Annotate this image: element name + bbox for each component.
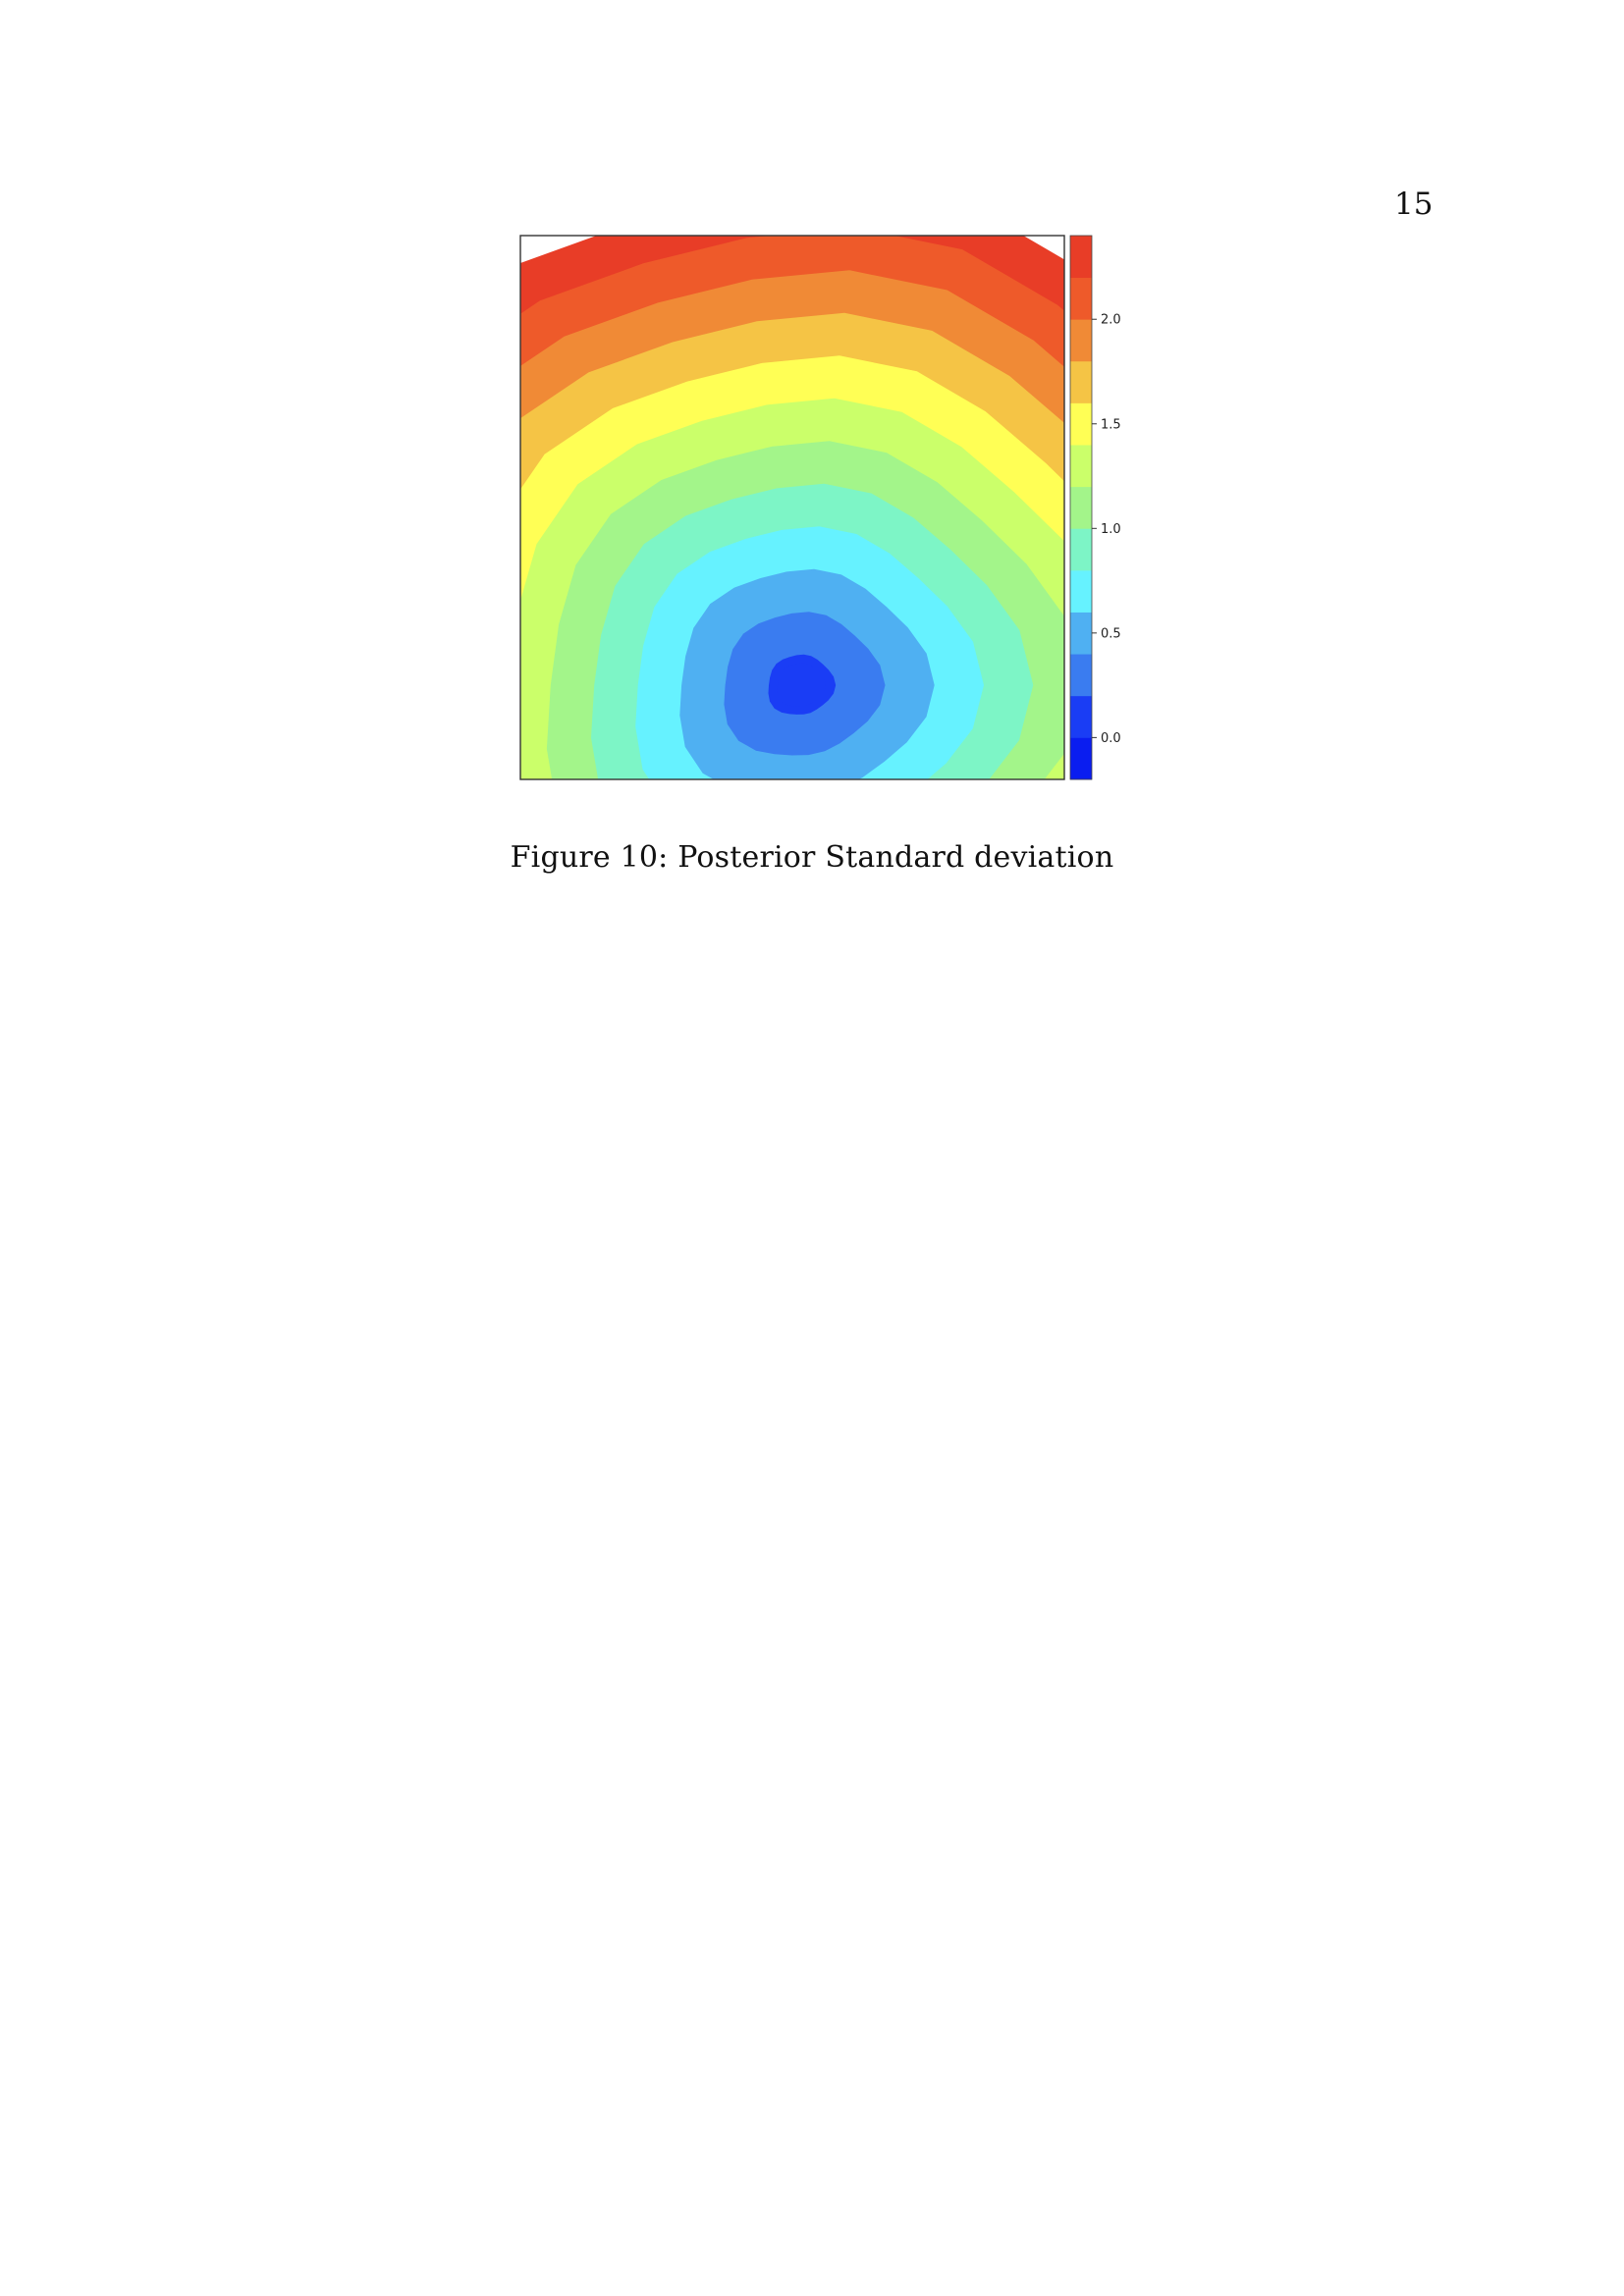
colorbar-tick-label: 1.0 (1101, 522, 1121, 537)
colorbar-segment-5 (1070, 528, 1092, 571)
colorbar-segment-2 (1070, 654, 1092, 697)
colorbar-segment-1 (1070, 695, 1092, 738)
figure-caption: Figure 10: Posterior Standard deviation (510, 840, 1114, 875)
colorbar-segment-7 (1070, 445, 1092, 488)
contour-bands (520, 236, 1064, 779)
colorbar-segment-9 (1070, 360, 1092, 403)
colorbar: 0.0 0.5 1.0 1.5 2.0 (1069, 235, 1121, 780)
colorbar-segment-3 (1070, 612, 1092, 655)
plot-frame (519, 235, 1065, 780)
colorbar-segment-10 (1070, 319, 1092, 362)
page-number: 15 (1394, 187, 1434, 222)
colorbar-tick-label: 0.5 (1101, 626, 1121, 641)
colorbar-segment-0 (1070, 737, 1092, 780)
colorbar-segment-8 (1070, 402, 1092, 446)
colorbar-tick-label: 1.5 (1101, 417, 1121, 432)
colorbar-segment-4 (1070, 569, 1092, 613)
colorbar-tick-label: 0.0 (1101, 731, 1121, 746)
colorbar-tick-label: 2.0 (1101, 313, 1121, 328)
colorbar-segment-11 (1070, 277, 1092, 320)
contour-band-minimum (777, 663, 826, 707)
colorbar-segment-6 (1070, 486, 1092, 529)
heatmap-plot-area (519, 235, 1065, 780)
posterior-sd-heatmap: 0.0 0.5 1.0 1.5 2.0 (519, 235, 1121, 780)
colorbar-segment-12 (1070, 236, 1092, 279)
posterior-sd-figure: 0.0 0.5 1.0 1.5 2.0 (511, 230, 1139, 789)
colorbar-frame (1069, 235, 1093, 780)
